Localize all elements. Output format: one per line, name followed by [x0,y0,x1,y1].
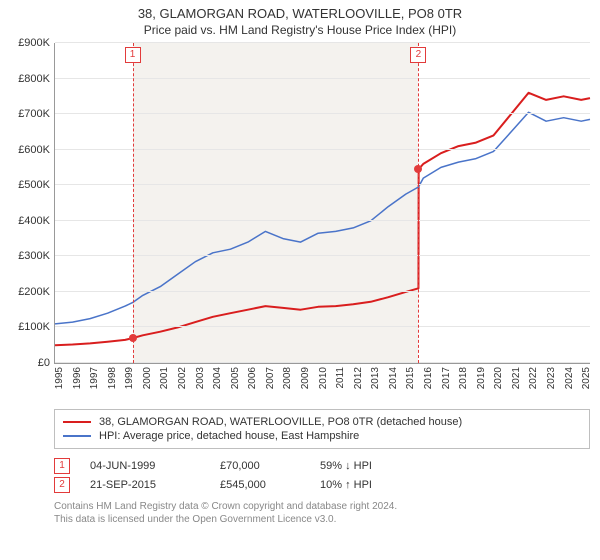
x-axis-label: 2002 [177,367,188,389]
event-dot [129,334,137,342]
events-table: 1 04-JUN-1999 £70,000 59% ↓ HPI 2 21-SEP… [54,455,590,496]
legend-swatch [63,421,91,423]
x-axis-label: 2004 [212,367,223,389]
series-line [55,112,590,324]
chart: £0£100K£200K£300K£400K£500K£600K£700K£80… [10,43,590,363]
x-axis-label: 2023 [546,367,557,389]
x-axis-label: 2014 [388,367,399,389]
legend-label: HPI: Average price, detached house, East… [99,430,359,442]
y-axis-label: £0 [38,357,50,369]
y-axis-label: £100K [18,321,50,333]
event-marker-badge: 2 [410,47,426,63]
event-line [133,43,134,363]
x-axis-label: 2017 [441,367,452,389]
x-axis: 1995 1996 1997 1998 1999 2000 2001 2002 2003 2004… [54,363,590,405]
x-axis-label: 2000 [142,367,153,389]
x-axis-label: 2021 [511,367,522,389]
x-axis-label: 2008 [282,367,293,389]
x-axis-label: 2022 [528,367,539,389]
footnote-line: Contains HM Land Registry data © Crown c… [54,500,590,513]
x-axis-label: 2019 [476,367,487,389]
page-title: 38, GLAMORGAN ROAD, WATERLOOVILLE, PO8 0… [10,6,590,21]
event-line [418,43,419,363]
y-axis-label: £500K [18,179,50,191]
legend-item: 38, GLAMORGAN ROAD, WATERLOOVILLE, PO8 0… [63,416,581,428]
event-date: 21-SEP-2015 [90,479,200,491]
x-axis-label: 2018 [458,367,469,389]
y-axis-label: £200K [18,286,50,298]
event-price: £70,000 [220,460,300,472]
legend-label: 38, GLAMORGAN ROAD, WATERLOOVILLE, PO8 0… [99,416,462,428]
event-row: 2 21-SEP-2015 £545,000 10% ↑ HPI [54,477,590,493]
x-axis-label: 2012 [353,367,364,389]
y-axis-label: £900K [18,37,50,49]
event-row: 1 04-JUN-1999 £70,000 59% ↓ HPI [54,458,590,474]
x-axis-label: 2007 [265,367,276,389]
legend: 38, GLAMORGAN ROAD, WATERLOOVILLE, PO8 0… [54,409,590,449]
plot-area: 12 [54,43,590,364]
x-axis-label: 1997 [89,367,100,389]
legend-swatch [63,435,91,437]
y-axis: £0£100K£200K£300K£400K£500K£600K£700K£80… [10,43,54,363]
x-axis-label: 2013 [370,367,381,389]
x-axis-label: 2001 [159,367,170,389]
event-marker-badge: 1 [125,47,141,63]
y-axis-label: £600K [18,144,50,156]
x-axis-label: 1999 [124,367,135,389]
y-axis-label: £400K [18,215,50,227]
event-date: 04-JUN-1999 [90,460,200,472]
x-axis-label: 2009 [300,367,311,389]
line-layer [55,43,590,363]
x-axis-label: 2024 [564,367,575,389]
x-axis-label: 1996 [72,367,83,389]
event-diff: 10% ↑ HPI [320,479,420,491]
x-axis-label: 1998 [107,367,118,389]
footnote-line: This data is licensed under the Open Gov… [54,513,590,526]
x-axis-label: 2015 [405,367,416,389]
page-subtitle: Price paid vs. HM Land Registry's House … [10,23,590,37]
x-axis-label: 2020 [493,367,504,389]
x-axis-label: 1995 [54,367,65,389]
x-axis-label: 2006 [247,367,258,389]
event-badge: 1 [54,458,70,474]
x-axis-label: 2011 [335,367,346,389]
x-axis-label: 2003 [195,367,206,389]
x-axis-label: 2025 [581,367,592,389]
x-axis-label: 2005 [230,367,241,389]
x-axis-label: 2010 [318,367,329,389]
x-axis-label: 2016 [423,367,434,389]
y-axis-label: £700K [18,108,50,120]
footnote: Contains HM Land Registry data © Crown c… [54,500,590,526]
event-diff: 59% ↓ HPI [320,460,420,472]
y-axis-label: £300K [18,250,50,262]
legend-item: HPI: Average price, detached house, East… [63,430,581,442]
y-axis-label: £800K [18,73,50,85]
event-dot [414,165,422,173]
event-price: £545,000 [220,479,300,491]
event-badge: 2 [54,477,70,493]
